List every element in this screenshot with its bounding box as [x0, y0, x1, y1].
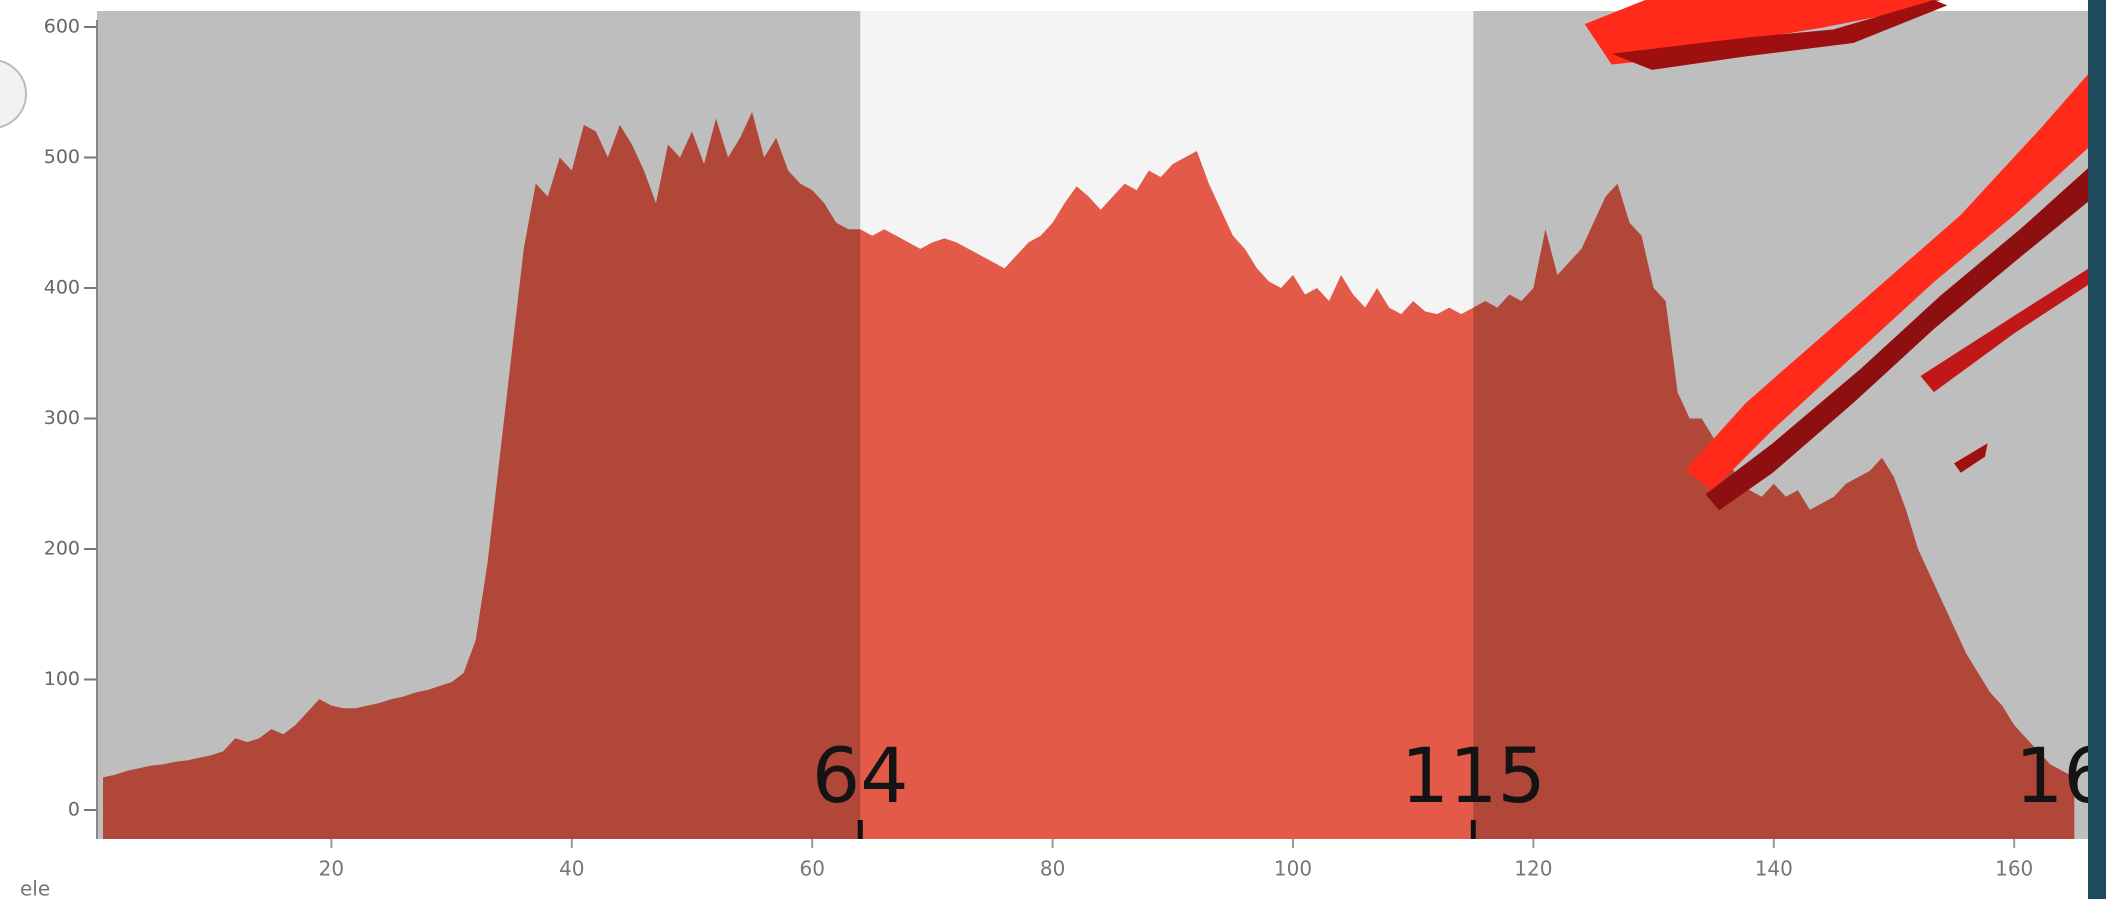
streak	[1685, 73, 2089, 491]
histogram-area	[103, 111, 2075, 839]
y-tick-label: 600	[44, 16, 80, 38]
window-border	[2088, 0, 2106, 899]
streak-shadow	[1705, 167, 2089, 511]
streak-shadow	[1611, 0, 1948, 70]
streak-overlay	[1584, 0, 2089, 511]
x-tick-label: 20	[319, 857, 344, 881]
x-tick-label: 120	[1514, 857, 1552, 881]
plot-area	[97, 11, 2088, 839]
y-tick-label: 500	[44, 146, 80, 168]
x-axis-label: ele	[20, 877, 50, 899]
y-tick-label: 200	[44, 538, 80, 560]
x-tick-label: 140	[1755, 857, 1793, 881]
x-tick-label: 100	[1274, 857, 1312, 881]
side-button[interactable]	[0, 59, 27, 129]
speck	[1954, 443, 1988, 473]
x-tick-label: 160	[1995, 857, 2033, 881]
y-tick-label: 400	[44, 277, 80, 299]
x-tick-label: 60	[799, 857, 824, 881]
handle-label: 64	[812, 731, 909, 820]
streak	[1920, 268, 2089, 393]
handle-label: 115	[1401, 731, 1546, 820]
unselected-shade	[1473, 11, 2088, 839]
x-tick-label: 80	[1040, 857, 1065, 881]
y-tick-label: 300	[44, 407, 80, 429]
unselected-shade	[97, 11, 861, 839]
x-tick-label: 40	[559, 857, 584, 881]
y-tick-label: 100	[44, 668, 80, 690]
y-tick-label: 0	[68, 799, 80, 821]
